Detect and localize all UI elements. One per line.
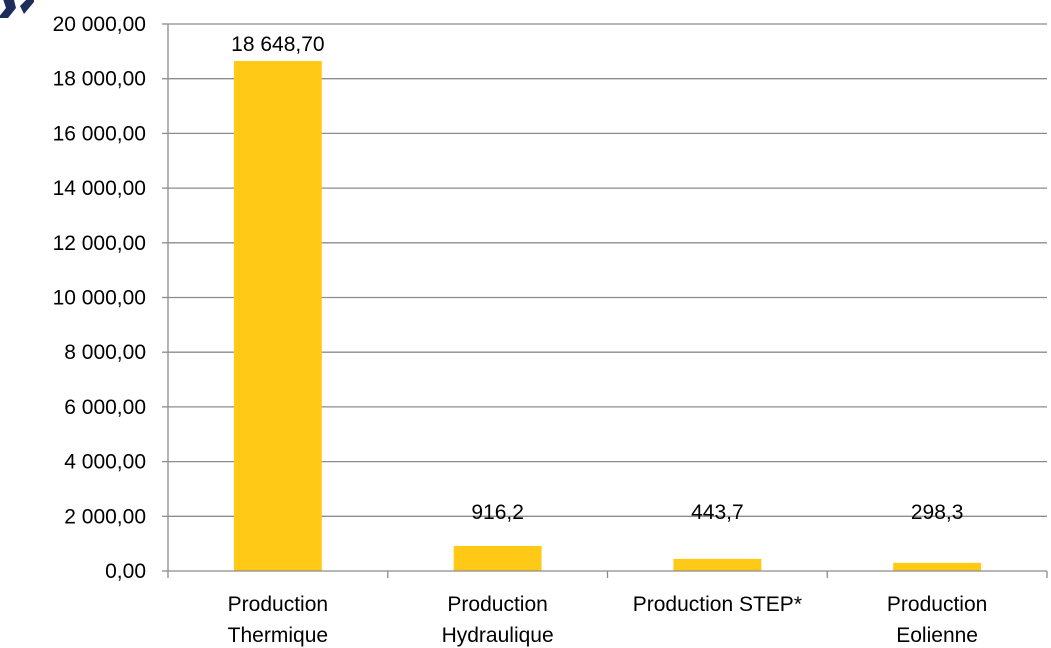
x-tick-label: Production Eolienne — [887, 593, 987, 647]
bar — [673, 558, 762, 571]
y-tick-label: 18 000,00 — [53, 68, 146, 91]
y-tick-label: 16 000,00 — [53, 122, 146, 145]
data-label: 18 648,70 — [231, 33, 324, 56]
y-tick-label: 20 000,00 — [53, 13, 146, 36]
axes — [162, 23, 1048, 578]
y-tick-label: 4 000,00 — [64, 451, 146, 474]
x-tick-label: Production Hydraulique — [442, 593, 554, 647]
data-label: 443,7 — [691, 501, 744, 524]
x-tick-label: Production STEP* — [633, 593, 802, 616]
y-tick-label: 6 000,00 — [64, 396, 146, 419]
y-tick-label: 12 000,00 — [53, 232, 146, 255]
data-label: 916,2 — [471, 501, 524, 524]
cropped-corner-graphic — [0, 0, 34, 18]
bar — [453, 545, 542, 571]
bar — [233, 60, 322, 571]
y-axis-ticks: 0,00 2 000,00 4 000,00 6 000,00 8 000,00 10 0… — [53, 13, 146, 583]
y-tick-label: 10 000,00 — [53, 287, 146, 310]
x-axis-ticks: Production Thermique Production Hydraulique… — [228, 593, 988, 647]
y-tick-label: 14 000,00 — [53, 177, 146, 200]
y-tick-label: 8 000,00 — [64, 341, 146, 364]
bars: 18 648,70 916,2 443,7 298,3 — [231, 33, 982, 571]
data-label: 298,3 — [911, 501, 964, 524]
x-tick-label: Production Thermique — [228, 593, 328, 647]
bar — [893, 562, 982, 571]
y-tick-label: 2 000,00 — [64, 505, 146, 528]
y-tick-label: 0,00 — [105, 560, 146, 583]
